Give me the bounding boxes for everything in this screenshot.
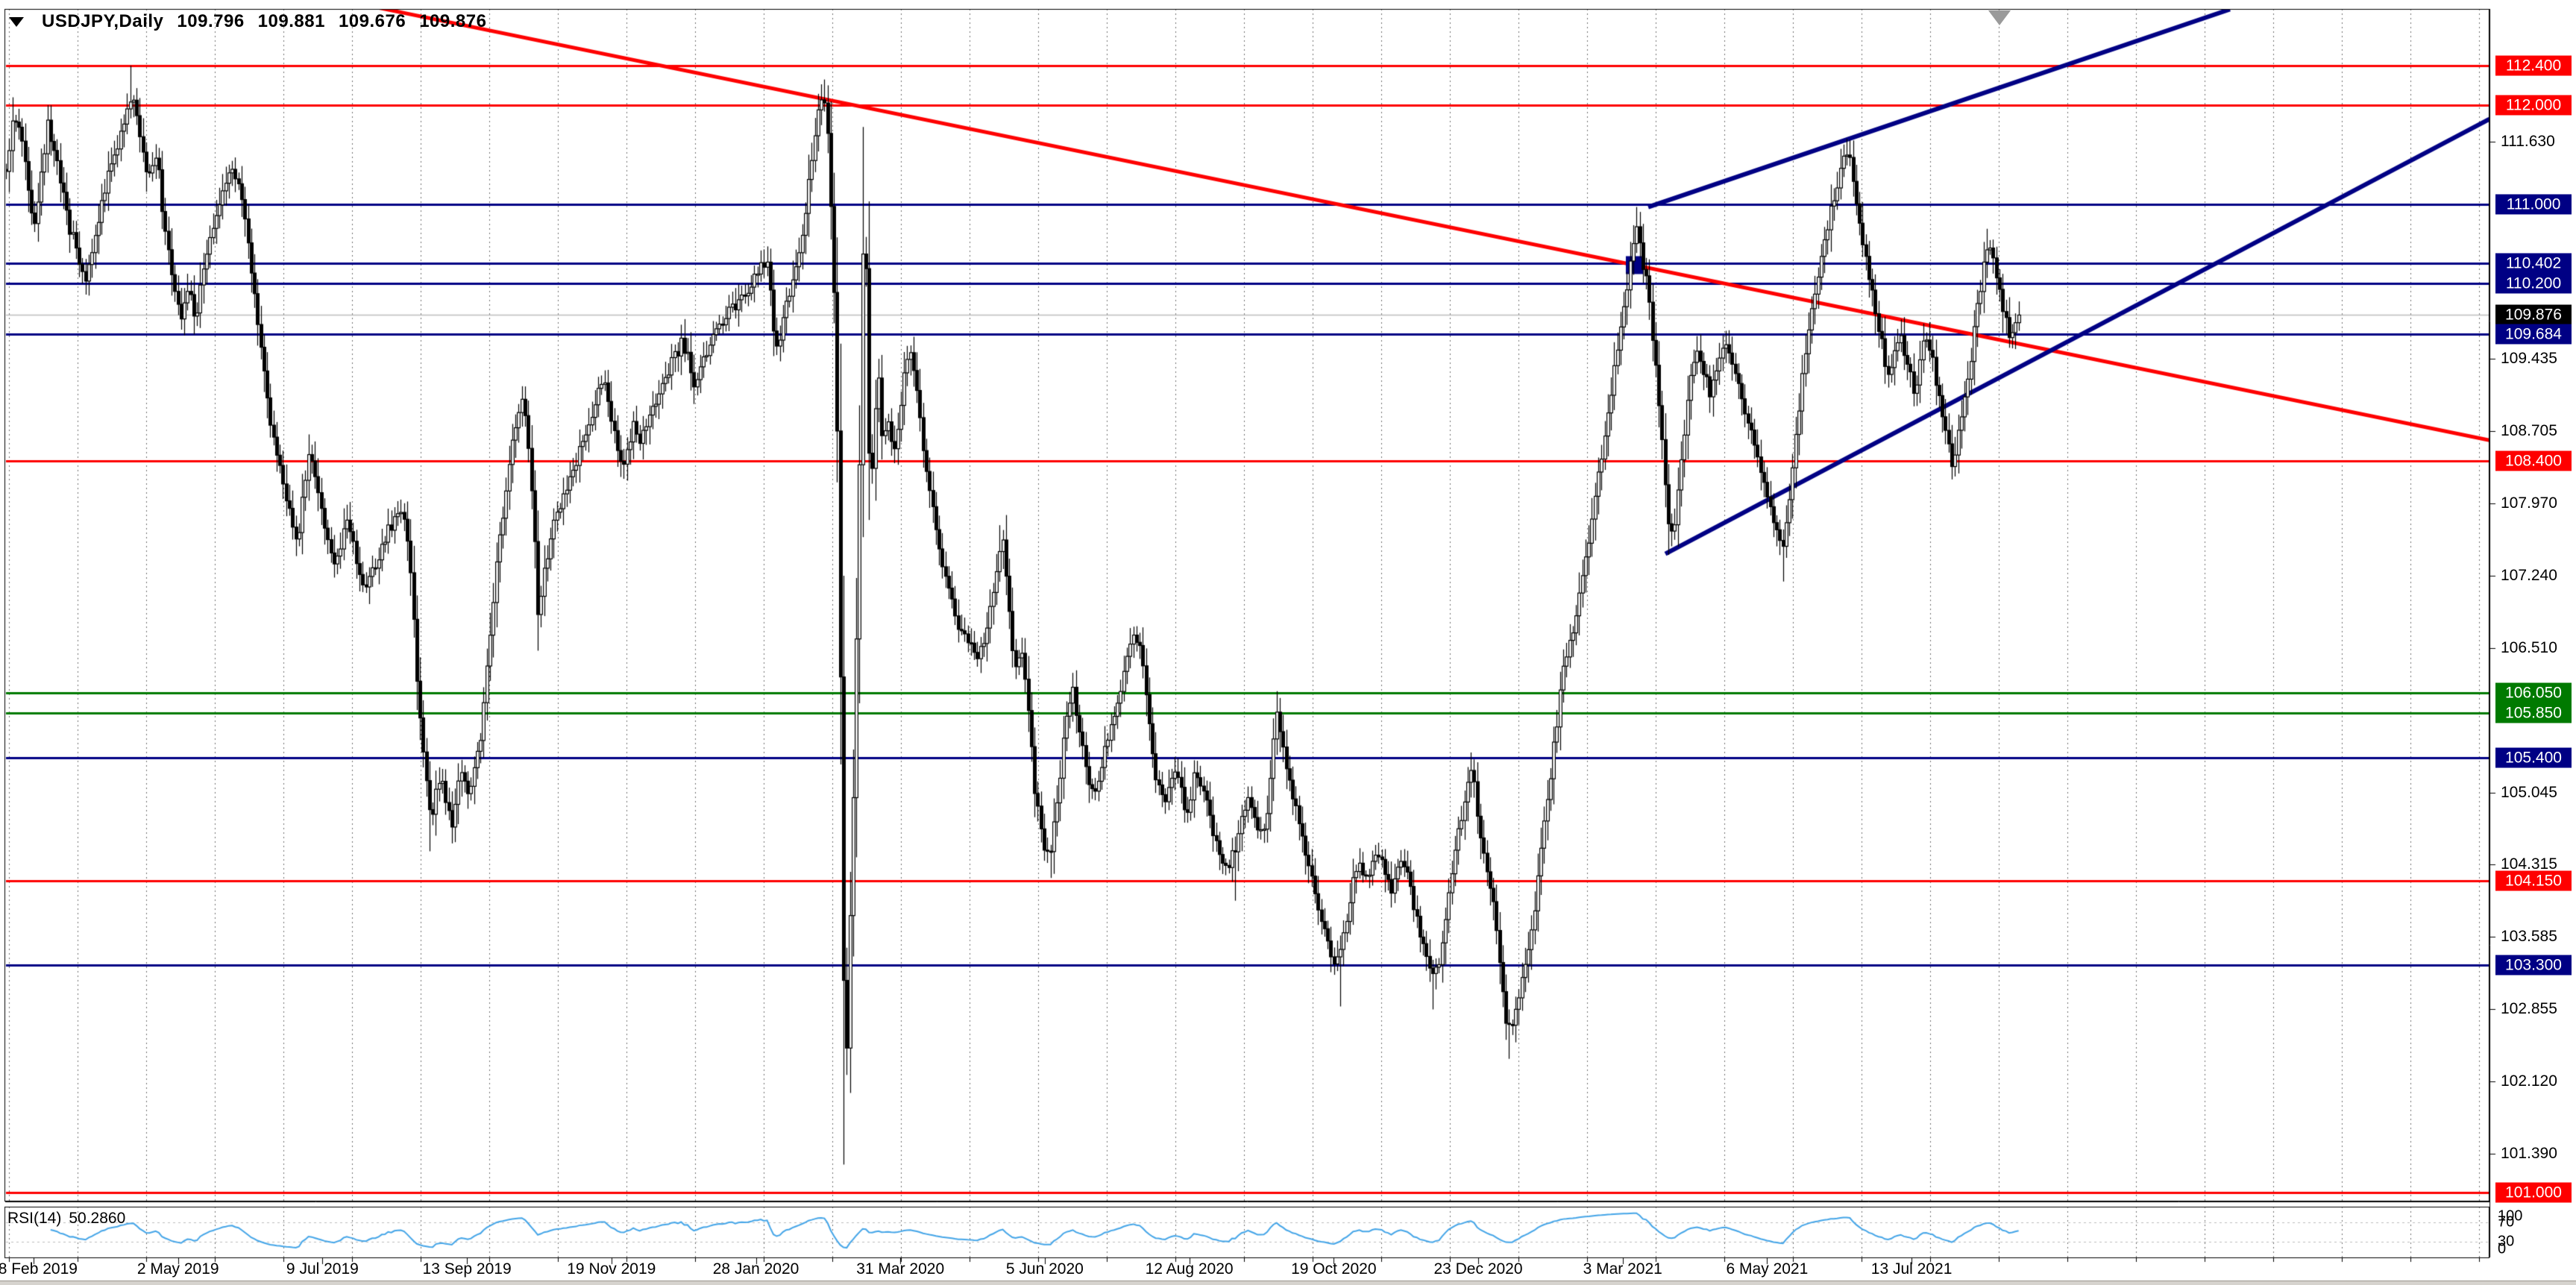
high-value: 109.881 (257, 11, 325, 31)
price-tick-label: 108.705 (2501, 421, 2557, 439)
date-label: 2 May 2019 (136, 1260, 219, 1278)
level-price-badge: 112.400 (2495, 55, 2572, 76)
date-label: 3 Mar 2021 (1583, 1260, 1662, 1278)
rsi-value: 50.2860 (69, 1210, 126, 1227)
level-price-badge: 104.150 (2495, 870, 2572, 891)
date-label: 13 Jul 2021 (1870, 1260, 1953, 1278)
date-label: 19 Oct 2020 (1291, 1260, 1377, 1278)
date-label: 31 Mar 2020 (856, 1260, 945, 1278)
rsi-scale-label: 0 (2498, 1240, 2507, 1257)
rsi-scale-label: 70 (2498, 1213, 2515, 1231)
close-value: 109.876 (419, 11, 487, 31)
price-tick-label: 101.390 (2501, 1144, 2557, 1162)
date-label: 6 May 2021 (1726, 1260, 1809, 1278)
price-tick-label: 106.510 (2501, 638, 2557, 656)
price-tick-label: 109.435 (2501, 349, 2557, 367)
level-price-badge: 110.402 (2495, 253, 2572, 274)
price-axis[interactable]: 111.630 109.435 108.705 107.970 107.240 106.5… (2490, 0, 2576, 1284)
symbol-period-label: USDJPY,Daily (42, 11, 164, 31)
price-tick-label: 104.315 (2501, 855, 2557, 873)
rsi-scale-label: 100 (2498, 1207, 2523, 1225)
chart-collapse-icon[interactable] (9, 16, 24, 27)
window-bottom-strip (0, 1281, 2576, 1285)
chart-title: USDJPY,Daily 109.796 109.881 109.676 109… (9, 11, 486, 32)
date-label: 28 Jan 2020 (712, 1260, 799, 1278)
date-label: 28 Feb 2019 (0, 1260, 78, 1278)
level-price-badge: 105.400 (2495, 747, 2572, 768)
level-price-badge: 103.300 (2495, 955, 2572, 975)
price-tick-label: 103.585 (2501, 928, 2557, 946)
arrow-down-marker[interactable] (1988, 10, 2011, 25)
price-tick-label: 105.045 (2501, 783, 2557, 801)
price-tick-label: 111.630 (2501, 133, 2555, 151)
date-label: 13 Sep 2019 (422, 1260, 512, 1278)
level-price-badge: 106.050 (2495, 682, 2572, 703)
open-value: 109.796 (177, 11, 245, 31)
pane-resize-separator[interactable] (4, 1201, 2489, 1207)
price-tick-label: 102.855 (2501, 999, 2557, 1017)
date-label: 23 Dec 2020 (1433, 1260, 1523, 1278)
level-price-badge: 108.400 (2495, 450, 2572, 471)
price-tick-label: 107.970 (2501, 494, 2557, 512)
price-tick-label: 102.120 (2501, 1072, 2557, 1090)
level-price-badge: 105.850 (2495, 703, 2572, 723)
rsi-name: RSI(14) (7, 1210, 62, 1227)
rsi-indicator-label: RSI(14) 50.2860 (7, 1210, 125, 1228)
price-tick-label: 107.240 (2501, 566, 2557, 584)
date-label: 5 Jun 2020 (1005, 1260, 1084, 1278)
date-label: 9 Jul 2019 (286, 1260, 359, 1278)
current-price-badge: 109.876 (2495, 304, 2572, 325)
level-price-badge: 109.684 (2495, 324, 2572, 345)
time-axis[interactable]: 28 Feb 2019 2 May 2019 9 Jul 2019 13 Sep 20… (0, 1259, 2489, 1281)
level-price-badge: 112.000 (2495, 95, 2572, 116)
level-price-badge: 111.000 (2495, 194, 2572, 215)
trendline-anchor-handle[interactable] (1626, 256, 1644, 274)
level-price-badge: 110.200 (2495, 273, 2572, 294)
level-price-badge: 101.000 (2495, 1182, 2572, 1203)
rsi-scale-label: 30 (2498, 1233, 2515, 1250)
date-label: 12 Aug 2020 (1145, 1260, 1234, 1278)
low-value: 109.676 (338, 11, 406, 31)
date-label: 19 Nov 2019 (567, 1260, 656, 1278)
